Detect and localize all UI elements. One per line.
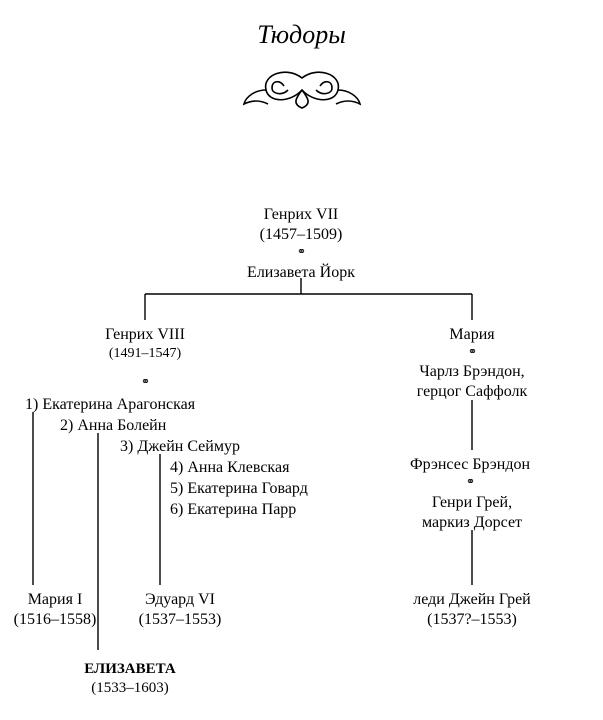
node-henry-vii: Генрих VII(1457–1509) bbox=[260, 205, 343, 245]
node-name: Фрэнсес Брэндон bbox=[410, 455, 530, 475]
node-henry-grey: Генри Грей,маркиз Дорсет bbox=[422, 493, 522, 533]
marriage-mark-3: ⚭ bbox=[462, 345, 482, 358]
node-name: Мария bbox=[449, 325, 494, 345]
node-name: Генрих VIII bbox=[105, 325, 185, 345]
family-tree: Тюдоры ⚭ ⚭ ⚭ ⚭ Генрих VII(1457–1509) Ели… bbox=[0, 0, 603, 720]
node-wife-4: 4) Анна Клевская bbox=[170, 458, 289, 478]
marriage-mark-4: ⚭ bbox=[460, 475, 480, 488]
node-dates: (1537–1553) bbox=[139, 610, 222, 630]
node-wife-2: 2) Анна Болейн bbox=[60, 416, 166, 436]
node-name: Елизавета Йорк bbox=[247, 263, 355, 283]
node-elizabeth-york: Елизавета Йорк bbox=[247, 263, 355, 283]
node-mary-tudor: Мария bbox=[449, 325, 494, 345]
node-name: 3) Джейн Сеймур bbox=[120, 437, 240, 457]
node-name: ЕЛИЗАВЕТА bbox=[84, 660, 176, 679]
node-name: леди Джейн Грей bbox=[413, 590, 530, 610]
node-wife-5: 5) Екатерина Говард bbox=[170, 479, 308, 499]
ornament-flourish bbox=[0, 70, 603, 115]
node-name: Эдуард VI bbox=[139, 590, 222, 610]
node-name: 1) Екатерина Арагонская bbox=[25, 395, 195, 415]
node-dates: (1533–1603) bbox=[84, 679, 176, 698]
node-elizabeth-i: ЕЛИЗАВЕТА(1533–1603) bbox=[84, 660, 176, 698]
node-dates: (1491–1547) bbox=[105, 345, 185, 363]
node-wife-6: 6) Екатерина Парр bbox=[170, 500, 296, 520]
node-name: 5) Екатерина Говард bbox=[170, 479, 308, 499]
node-wife-1: 1) Екатерина Арагонская bbox=[25, 395, 195, 415]
node-name: 4) Анна Клевская bbox=[170, 458, 289, 478]
node-name-line2: маркиз Дорсет bbox=[422, 513, 522, 533]
node-wife-3: 3) Джейн Сеймур bbox=[120, 437, 240, 457]
node-name: Чарлз Брэндон, bbox=[417, 362, 528, 382]
node-dates: (1537?–1553) bbox=[413, 610, 530, 630]
node-name: Генрих VII bbox=[260, 205, 343, 225]
node-name: Генри Грей, bbox=[422, 493, 522, 513]
node-dates: (1457–1509) bbox=[260, 225, 343, 245]
node-name: 6) Екатерина Парр bbox=[170, 500, 296, 520]
node-name: Мария I bbox=[14, 590, 97, 610]
node-dates: (1516–1558) bbox=[14, 610, 97, 630]
node-edward-vi: Эдуард VI(1537–1553) bbox=[139, 590, 222, 630]
node-charles-brandon: Чарлз Брэндон,герцог Саффолк bbox=[417, 362, 528, 402]
page-title: Тюдоры bbox=[0, 20, 603, 50]
marriage-mark-1: ⚭ bbox=[291, 245, 311, 258]
node-name: 2) Анна Болейн bbox=[60, 416, 166, 436]
marriage-mark-2: ⚭ bbox=[135, 375, 155, 388]
node-name-line2: герцог Саффолк bbox=[417, 382, 528, 402]
node-jane-grey: леди Джейн Грей(1537?–1553) bbox=[413, 590, 530, 630]
node-frances-brandon: Фрэнсес Брэндон bbox=[410, 455, 530, 475]
node-henry-viii: Генрих VIII(1491–1547) bbox=[105, 325, 185, 363]
node-mary-i: Мария I(1516–1558) bbox=[14, 590, 97, 630]
